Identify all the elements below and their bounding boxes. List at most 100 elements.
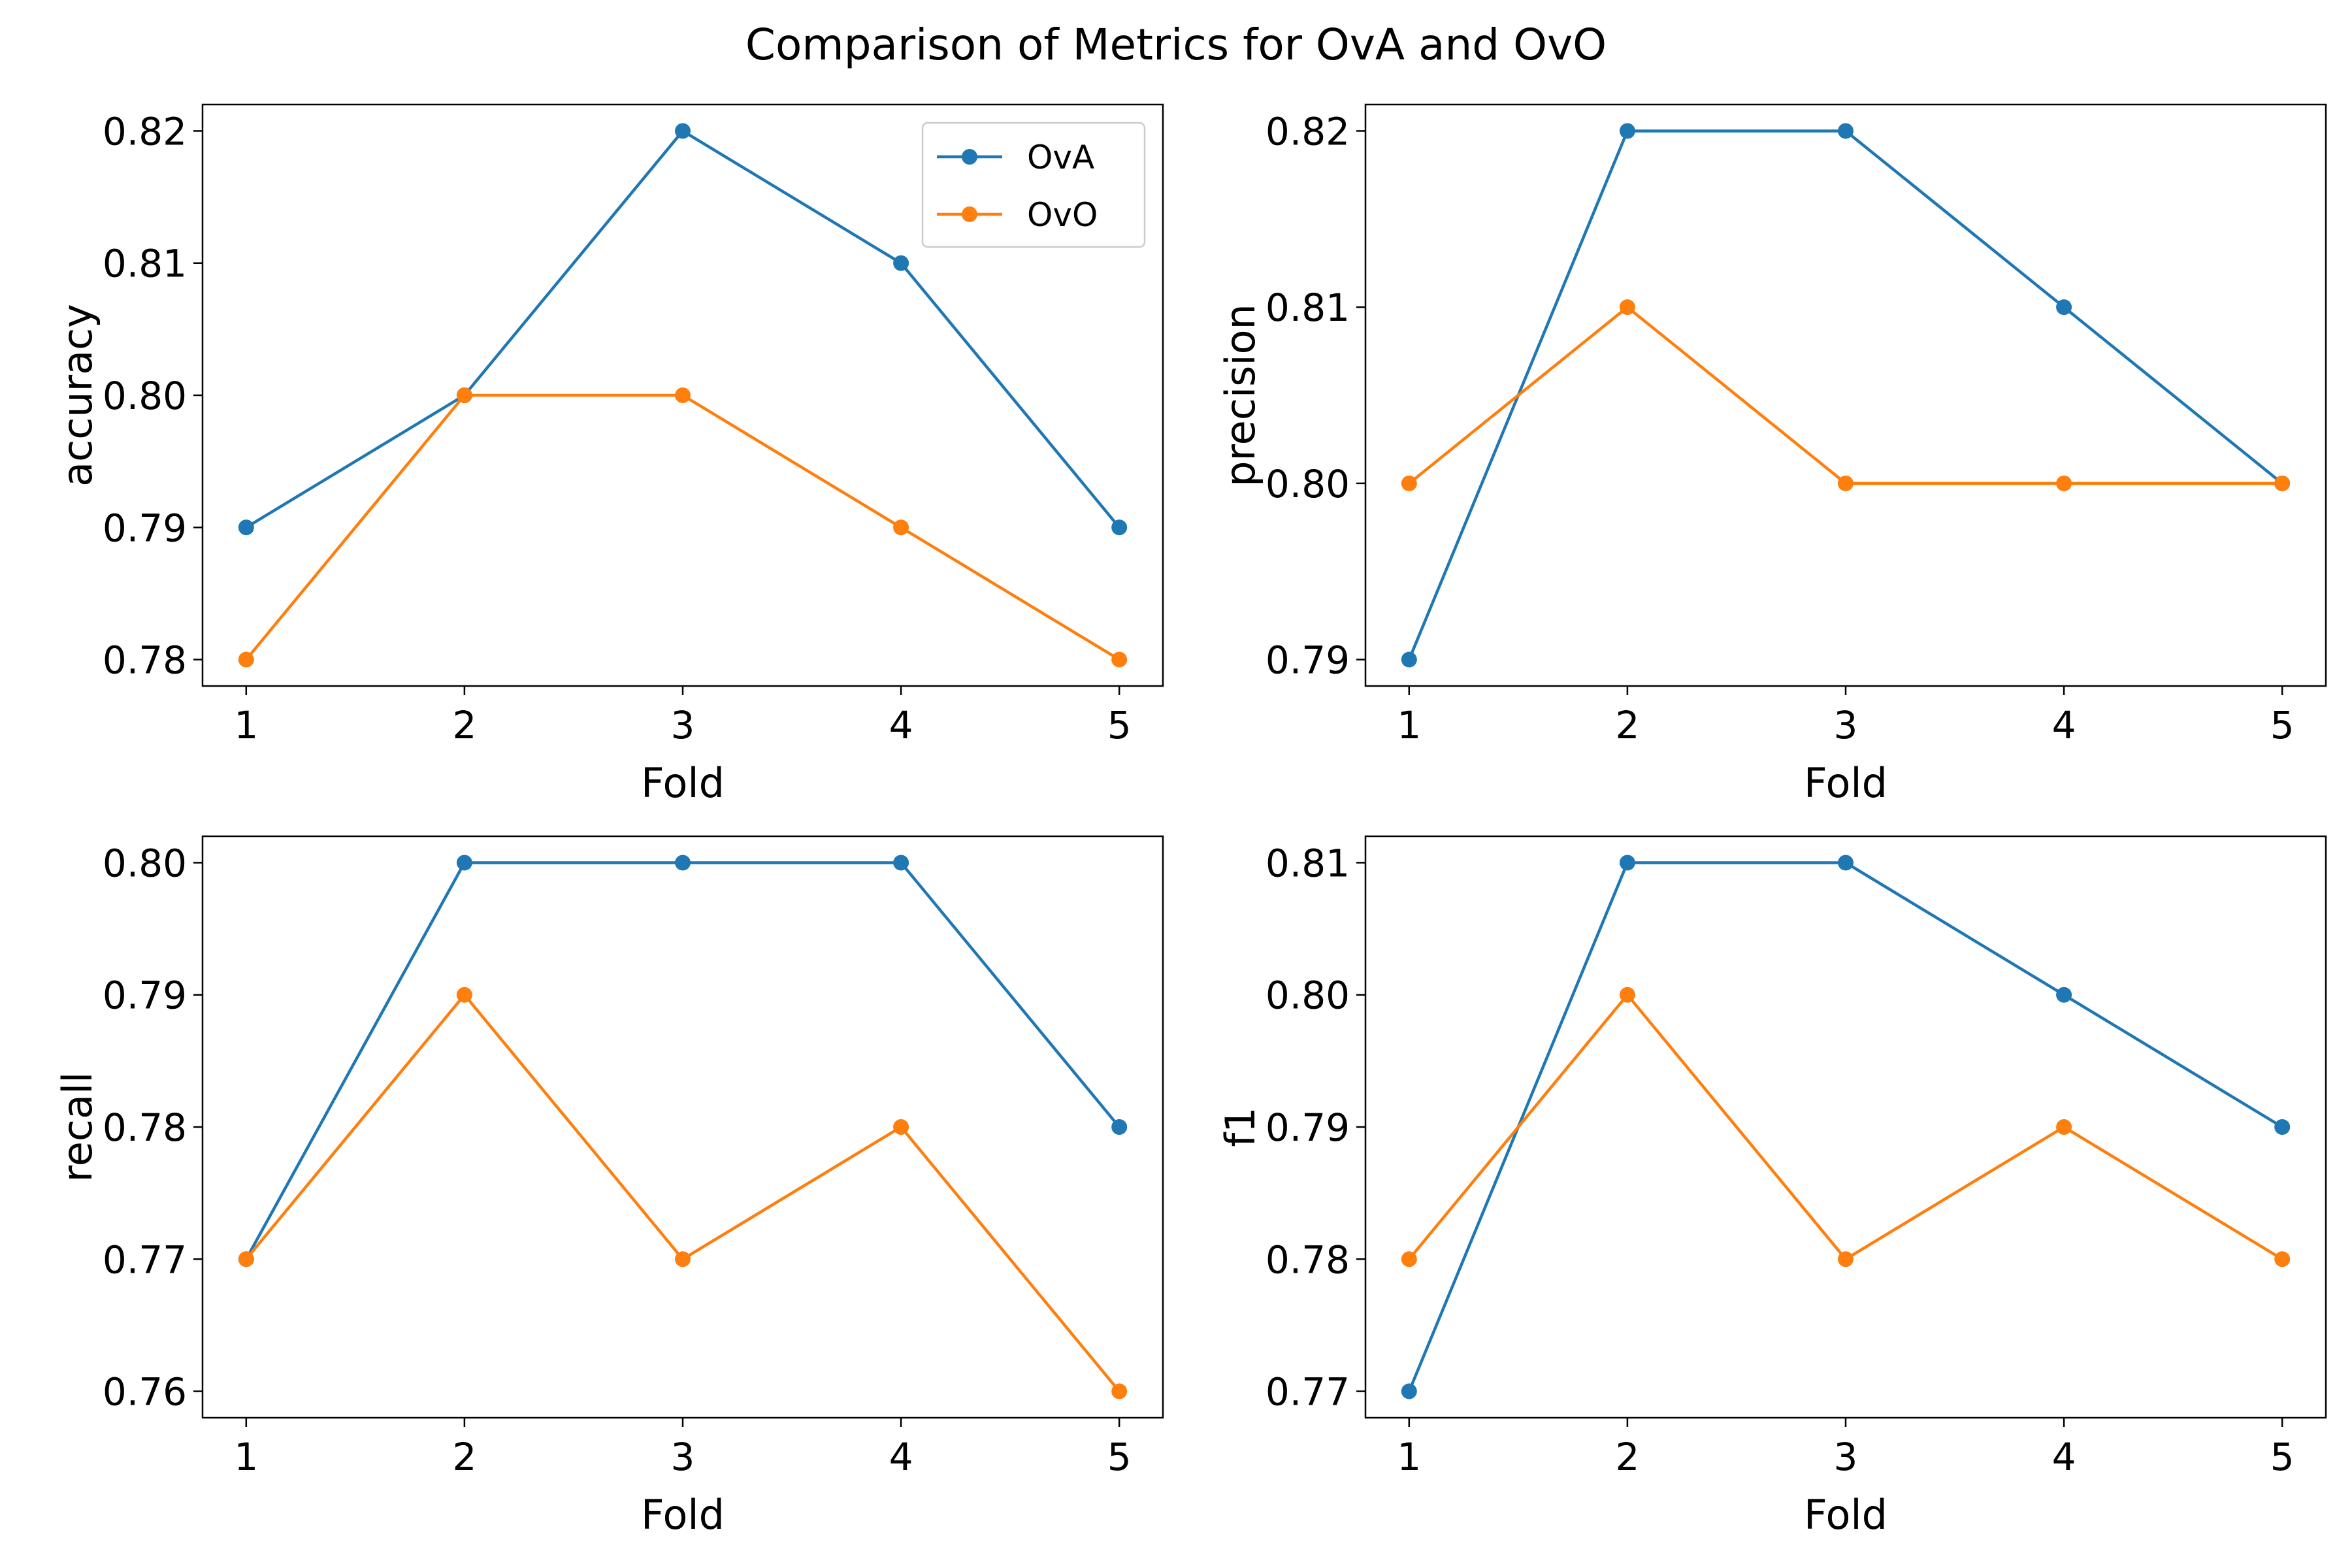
x-tick-label: 2 xyxy=(1615,703,1639,747)
y-tick-label: 0.77 xyxy=(1266,1370,1350,1414)
data-point-ova xyxy=(2056,299,2072,316)
y-tick-label: 0.80 xyxy=(1266,462,1350,506)
data-point-ovo xyxy=(456,987,472,1003)
y-tick-label: 0.79 xyxy=(103,973,187,1018)
x-tick-label: 1 xyxy=(234,1435,258,1479)
figure-title: Comparison of Metrics for OvA and OvO xyxy=(745,20,1607,70)
series-line-ova xyxy=(1407,129,2283,661)
legend-label-ova: OvA xyxy=(1027,139,1094,176)
data-point-ova xyxy=(2056,987,2072,1003)
data-point-ovo xyxy=(675,387,691,403)
data-point-ova xyxy=(675,123,691,139)
series-line-ova xyxy=(1407,861,2283,1392)
y-tick-label: 0.76 xyxy=(103,1370,187,1414)
y-tick-label: 0.79 xyxy=(103,506,187,550)
y-tick-label: 0.78 xyxy=(1266,1237,1350,1282)
data-point-ova xyxy=(238,519,254,536)
x-axis-label: Fold xyxy=(641,759,725,807)
data-point-ova xyxy=(2274,1119,2291,1135)
x-tick-label: 3 xyxy=(1834,1435,1858,1479)
data-point-ova xyxy=(675,855,691,871)
data-point-ovo xyxy=(2056,475,2072,491)
data-point-ova xyxy=(1401,651,1417,668)
y-tick-label: 0.80 xyxy=(103,374,187,418)
x-tick-label: 5 xyxy=(1107,1435,1132,1479)
x-axis-label: Fold xyxy=(1804,759,1887,807)
data-point-ova xyxy=(1838,855,1854,871)
data-point-ovo xyxy=(1111,651,1128,668)
x-tick-label: 5 xyxy=(2270,1435,2295,1479)
data-point-ovo xyxy=(1401,475,1417,491)
legend-marker-ova xyxy=(962,149,977,165)
plot-frame xyxy=(201,835,1164,1419)
data-point-ovo xyxy=(1619,987,1635,1003)
x-tick-label: 4 xyxy=(2052,1435,2076,1479)
legend-marker-ovo xyxy=(962,206,977,222)
y-tick-label: 0.79 xyxy=(1266,638,1350,683)
series-line-ovo xyxy=(1408,993,2283,1261)
x-tick-label: 1 xyxy=(1397,1435,1421,1479)
x-tick-label: 5 xyxy=(2270,703,2295,747)
series-line-ovo xyxy=(1408,305,2283,485)
precision-chart: 1 2 3 4 5 0.79 0.80 0.81 0.82 Fold precision xyxy=(1217,103,2327,807)
x-tick-label: 1 xyxy=(234,703,258,747)
data-point-ovo xyxy=(1838,1251,1854,1267)
y-tick-label: 0.82 xyxy=(103,109,187,154)
series-line-ova xyxy=(244,861,1120,1260)
series-line-ovo xyxy=(245,393,1120,661)
data-point-ova xyxy=(1111,1119,1128,1135)
x-tick-label: 2 xyxy=(452,1435,476,1479)
data-point-ova xyxy=(893,855,909,871)
data-point-ovo xyxy=(1111,1383,1128,1399)
data-point-ova xyxy=(1838,123,1854,139)
y-axis-label: recall xyxy=(54,1072,101,1183)
x-axis-label: Fold xyxy=(1804,1491,1887,1539)
series-line-ovo xyxy=(245,993,1120,1392)
plot-frame xyxy=(1364,835,2327,1419)
x-tick-label: 4 xyxy=(889,703,913,747)
data-point-ovo xyxy=(1401,1251,1417,1267)
y-tick-label: 0.78 xyxy=(103,638,187,683)
y-axis-label: precision xyxy=(1217,304,1264,487)
x-tick-label: 3 xyxy=(671,703,695,747)
data-point-ovo xyxy=(893,519,909,536)
recall-chart: 1 2 3 4 5 0.76 0.77 0.78 0.79 0.80 Fold recall xyxy=(54,835,1164,1539)
y-tick-label: 0.81 xyxy=(1266,841,1350,885)
y-tick-label: 0.80 xyxy=(103,841,187,885)
data-point-ova xyxy=(893,255,909,271)
y-tick-label: 0.80 xyxy=(1266,973,1350,1018)
data-point-ovo xyxy=(2056,1119,2072,1135)
plot-frame xyxy=(1364,103,2327,687)
x-tick-label: 3 xyxy=(671,1435,695,1479)
y-tick-label: 0.81 xyxy=(1266,286,1350,330)
y-tick-label: 0.79 xyxy=(1266,1105,1350,1150)
data-point-ovo xyxy=(893,1119,909,1135)
y-tick-label: 0.82 xyxy=(1266,109,1350,154)
y-tick-label: 0.78 xyxy=(103,1105,187,1150)
x-tick-label: 1 xyxy=(1397,703,1421,747)
data-point-ovo xyxy=(238,1251,254,1267)
f1-chart: 1 2 3 4 5 0.77 0.78 0.79 0.80 0.81 Fold f1 xyxy=(1217,835,2327,1539)
x-tick-label: 2 xyxy=(452,703,476,747)
data-point-ovo xyxy=(675,1251,691,1267)
x-axis-label: Fold xyxy=(641,1491,725,1539)
x-tick-label: 4 xyxy=(2052,703,2076,747)
data-point-ova xyxy=(1401,1383,1417,1399)
x-tick-label: 2 xyxy=(1615,1435,1639,1479)
data-point-ovo xyxy=(1619,299,1635,316)
data-point-ovo xyxy=(1838,475,1854,491)
data-point-ovo xyxy=(456,387,472,403)
y-axis-label: f1 xyxy=(1217,1107,1264,1147)
data-point-ovo xyxy=(2274,475,2291,491)
data-point-ovo xyxy=(2274,1251,2291,1267)
y-axis-label: accuracy xyxy=(54,304,101,487)
x-tick-label: 3 xyxy=(1834,703,1858,747)
data-point-ova xyxy=(1619,855,1635,871)
data-point-ovo xyxy=(238,651,254,668)
data-point-ova xyxy=(1111,519,1128,536)
y-tick-label: 0.77 xyxy=(103,1237,187,1282)
x-tick-label: 5 xyxy=(1107,703,1132,747)
accuracy-chart: 1 2 3 4 5 0.78 0.79 0.80 0.81 0.82 Fold accuracy OvA… xyxy=(54,103,1164,807)
x-tick-label: 4 xyxy=(889,1435,913,1479)
